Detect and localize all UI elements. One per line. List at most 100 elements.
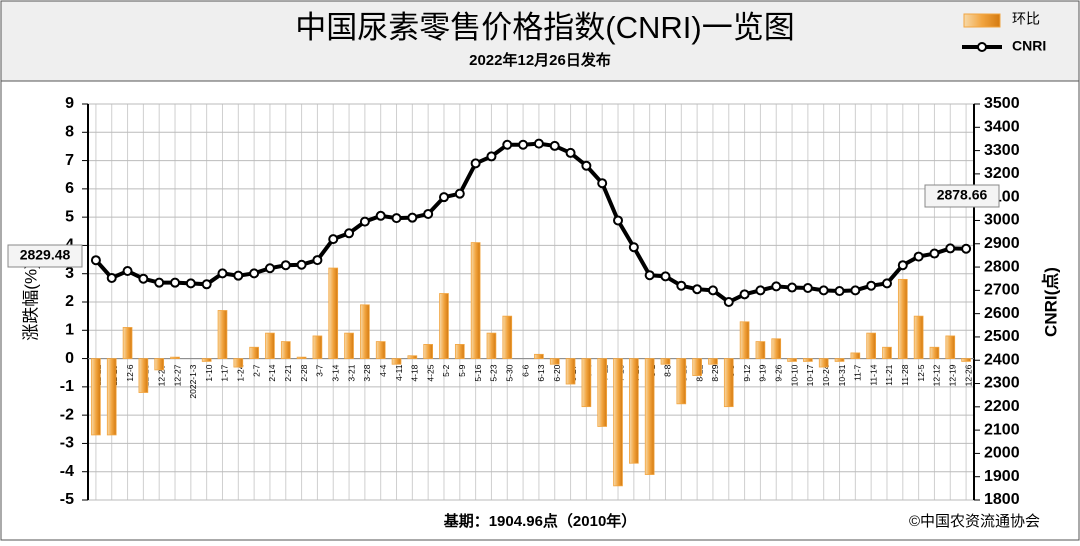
x-tick-label: 3-21: [346, 364, 356, 381]
x-tick-label: 2-14: [267, 364, 277, 381]
marker: [897, 260, 908, 271]
y-axis-title: 涨跌幅(%): [21, 263, 40, 340]
y-tick-label: -4: [60, 463, 74, 480]
bar: [644, 358, 655, 475]
bar: [834, 358, 845, 362]
x-tick-label: 2022-1-3: [188, 364, 198, 398]
marker: [328, 234, 339, 245]
bar: [913, 315, 924, 359]
marker: [518, 139, 529, 150]
x-tick-label: 12-27: [172, 364, 182, 386]
marker: [929, 248, 940, 259]
bar: [739, 321, 750, 359]
y-tick-label: -1: [60, 378, 74, 395]
marker: [723, 297, 734, 307]
bar: [122, 327, 133, 359]
marker: [106, 273, 117, 284]
marker: [375, 210, 386, 221]
source: ©中国农资流通协会: [909, 513, 1040, 530]
marker: [486, 151, 497, 162]
bar: [549, 358, 560, 365]
bar: [360, 304, 370, 359]
legend-label: 环比: [1012, 11, 1040, 27]
legend-label: CNRI: [1012, 38, 1046, 54]
x-tick-label: 8-29: [710, 364, 720, 381]
marker: [628, 242, 639, 253]
y2-tick-label: 3000: [984, 212, 1020, 229]
bar: [423, 344, 433, 359]
bar: [945, 335, 956, 359]
x-tick-label: 5-23: [489, 364, 499, 381]
x-tick-label: 12-20: [156, 364, 166, 386]
x-tick-label: 3-28: [362, 364, 372, 381]
x-tick-label: 12-19: [948, 364, 958, 386]
bar: [961, 358, 971, 362]
bar: [597, 358, 608, 427]
marker: [502, 139, 513, 150]
y2-tick-label: 3500: [984, 95, 1020, 112]
marker: [787, 282, 798, 293]
marker: [597, 178, 608, 189]
marker: [533, 138, 544, 149]
y2-tick-label: 3200: [984, 165, 1020, 182]
bar: [929, 346, 940, 359]
bar: [882, 346, 892, 359]
bar: [629, 358, 639, 464]
marker: [881, 278, 892, 289]
y-tick-label: 9: [65, 95, 74, 112]
marker: [771, 281, 782, 292]
bar: [708, 358, 718, 365]
bar: [217, 310, 228, 359]
marker: [802, 283, 813, 294]
x-tick-label: 2-7: [251, 364, 261, 377]
bar: [328, 267, 339, 359]
bar: [375, 341, 386, 359]
marker: [359, 216, 370, 227]
bar: [818, 358, 829, 368]
x-tick-label: 4-18: [410, 364, 420, 381]
bar: [534, 353, 544, 359]
x-tick-label: 1-10: [204, 364, 214, 381]
x-tick-label: 12-5: [916, 364, 926, 381]
y-tick-label: 1: [65, 322, 74, 339]
x-tick-label: 10-10: [789, 364, 799, 386]
x-tick-label: 5-9: [457, 364, 467, 377]
marker: [122, 266, 133, 277]
x-tick-label: 12-6: [125, 364, 135, 381]
y-tick-label: 2: [65, 293, 74, 310]
bar: [233, 358, 244, 368]
marker: [233, 270, 244, 281]
bar: [723, 358, 734, 408]
marker: [217, 268, 228, 279]
y2-tick-label: 3300: [984, 142, 1020, 159]
marker: [391, 213, 402, 224]
x-tick-label: 9-12: [742, 364, 752, 381]
y2-tick-label: 1900: [984, 468, 1020, 485]
marker: [834, 286, 845, 297]
x-tick-label: 6-20: [552, 364, 562, 381]
x-tick-label: 11-28: [900, 364, 910, 385]
marker: [613, 215, 624, 226]
x-tick-label: 10-24: [821, 364, 831, 386]
marker: [755, 285, 766, 296]
y2-tick-label: 1800: [984, 491, 1020, 508]
bar: [692, 358, 702, 376]
y-tick-label: 7: [65, 152, 74, 169]
marker: [438, 192, 449, 203]
x-tick-label: 4-25: [425, 364, 435, 381]
marker: [945, 243, 956, 254]
marker: [264, 263, 275, 274]
value-label: 2829.48: [20, 247, 71, 263]
y2-tick-label: 2900: [984, 235, 1020, 252]
marker: [913, 251, 924, 262]
x-tick-label: 11-21: [884, 364, 894, 385]
marker: [581, 160, 592, 171]
marker: [961, 243, 972, 254]
y2-tick-label: 2700: [984, 282, 1020, 299]
marker: [185, 278, 196, 289]
marker: [154, 277, 165, 288]
bar: [407, 355, 418, 359]
y2-tick-label: 2500: [984, 328, 1020, 345]
bar: [296, 356, 307, 359]
bar: [803, 358, 813, 362]
